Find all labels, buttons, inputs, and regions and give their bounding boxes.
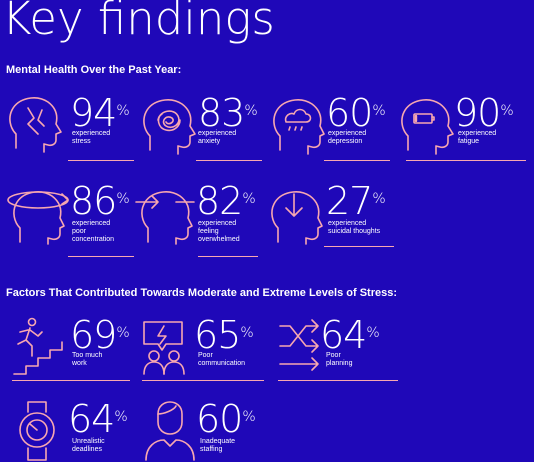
- stat-unit: %: [366, 325, 380, 341]
- overwhelmed-head-icon: [135, 191, 195, 245]
- stat-label: experienced feeling overwhelmed: [198, 220, 240, 243]
- stat-value: 64: [320, 313, 367, 357]
- stat-label: experienced poor concentration: [72, 220, 115, 243]
- divider: [406, 160, 526, 161]
- stat-unit: %: [114, 409, 128, 425]
- stat-poor-communication: 65% Poor communication: [142, 316, 268, 384]
- page-title: Key findings: [2, 0, 275, 45]
- stat-value: 90: [454, 91, 501, 135]
- divider: [68, 256, 134, 257]
- person-icon: [145, 401, 195, 461]
- stat-label: Unrealistic deadlines: [72, 438, 105, 453]
- stat-label: Inadequate staffing: [200, 438, 236, 453]
- stat-anxiety: 83% experienced anxiety: [138, 94, 268, 166]
- stat-value: 83: [198, 91, 245, 135]
- stat-unit: %: [372, 103, 386, 119]
- stairs-runner-icon: [13, 317, 63, 375]
- stat-unit: %: [242, 191, 256, 207]
- divider: [324, 160, 390, 161]
- section-heading-stress-factors: Factors That Contributed Towards Moderat…: [6, 287, 397, 299]
- suicidal-thoughts-head-icon: [271, 191, 323, 245]
- stat-label: Too much work: [72, 352, 103, 367]
- stress-head-icon: [9, 97, 62, 153]
- divider: [198, 256, 258, 257]
- stat-unit: %: [372, 191, 386, 207]
- stat-inadequate-staffing: 60% Inadequate staffing: [144, 400, 268, 462]
- stat-value: 94: [70, 91, 117, 135]
- stat-poor-planning: 64% Poor planning: [278, 316, 402, 384]
- stat-value: 86: [70, 179, 117, 223]
- stat-unit: %: [116, 325, 130, 341]
- watch-icon: [19, 401, 55, 461]
- concentration-head-icon: [7, 191, 69, 245]
- divider: [324, 246, 394, 247]
- stat-label: Poor communication: [198, 352, 246, 367]
- stat-fatigue: 90% experienced fatigue: [398, 94, 532, 166]
- stat-value: 69: [70, 313, 117, 357]
- section-heading-mental-health: Mental Health Over the Past Year:: [6, 64, 182, 76]
- stat-suicidal-thoughts: 27% experienced suicidal thoughts: [266, 180, 400, 258]
- stat-overwhelmed: 82% experienced feeling overwhelmed: [132, 180, 266, 258]
- stat-label: experienced depression: [328, 130, 367, 145]
- anxiety-head-icon: [143, 99, 196, 155]
- divider: [12, 380, 130, 381]
- divider: [68, 160, 134, 161]
- stat-value: 65: [194, 313, 241, 357]
- stat-unit: %: [244, 103, 258, 119]
- stat-unit: %: [116, 191, 130, 207]
- stat-unit: %: [116, 103, 130, 119]
- stat-unit: %: [500, 103, 514, 119]
- stat-unit: %: [242, 409, 256, 425]
- crossed-arrows-icon: [279, 319, 319, 371]
- stat-poor-concentration: 86% experienced poor concentration: [6, 180, 138, 258]
- stat-value: 82: [196, 179, 243, 223]
- stat-label: Poor planning: [326, 352, 353, 367]
- stat-label: experienced anxiety: [198, 130, 237, 145]
- stat-value: 60: [196, 397, 243, 441]
- stat-unit: %: [240, 325, 254, 341]
- divider: [196, 160, 262, 161]
- stat-stress: 94% experienced stress: [6, 94, 136, 166]
- stat-depression: 60% experienced depression: [266, 94, 396, 166]
- stat-label: experienced stress: [72, 130, 111, 145]
- stat-value: 27: [326, 179, 373, 223]
- stat-unrealistic-deadlines: 64% Unrealistic deadlines: [12, 400, 136, 462]
- stat-label: experienced fatigue: [458, 130, 497, 145]
- divider: [142, 380, 264, 381]
- stat-value: 60: [326, 91, 373, 135]
- stat-too-much-work: 69% Too much work: [12, 316, 132, 384]
- communication-icon: [143, 321, 185, 375]
- stat-value: 64: [68, 397, 115, 441]
- stat-label: experienced suicidal thoughts: [328, 220, 381, 235]
- divider: [278, 380, 398, 381]
- fatigue-head-icon: [401, 99, 454, 155]
- depression-head-icon: [273, 99, 325, 155]
